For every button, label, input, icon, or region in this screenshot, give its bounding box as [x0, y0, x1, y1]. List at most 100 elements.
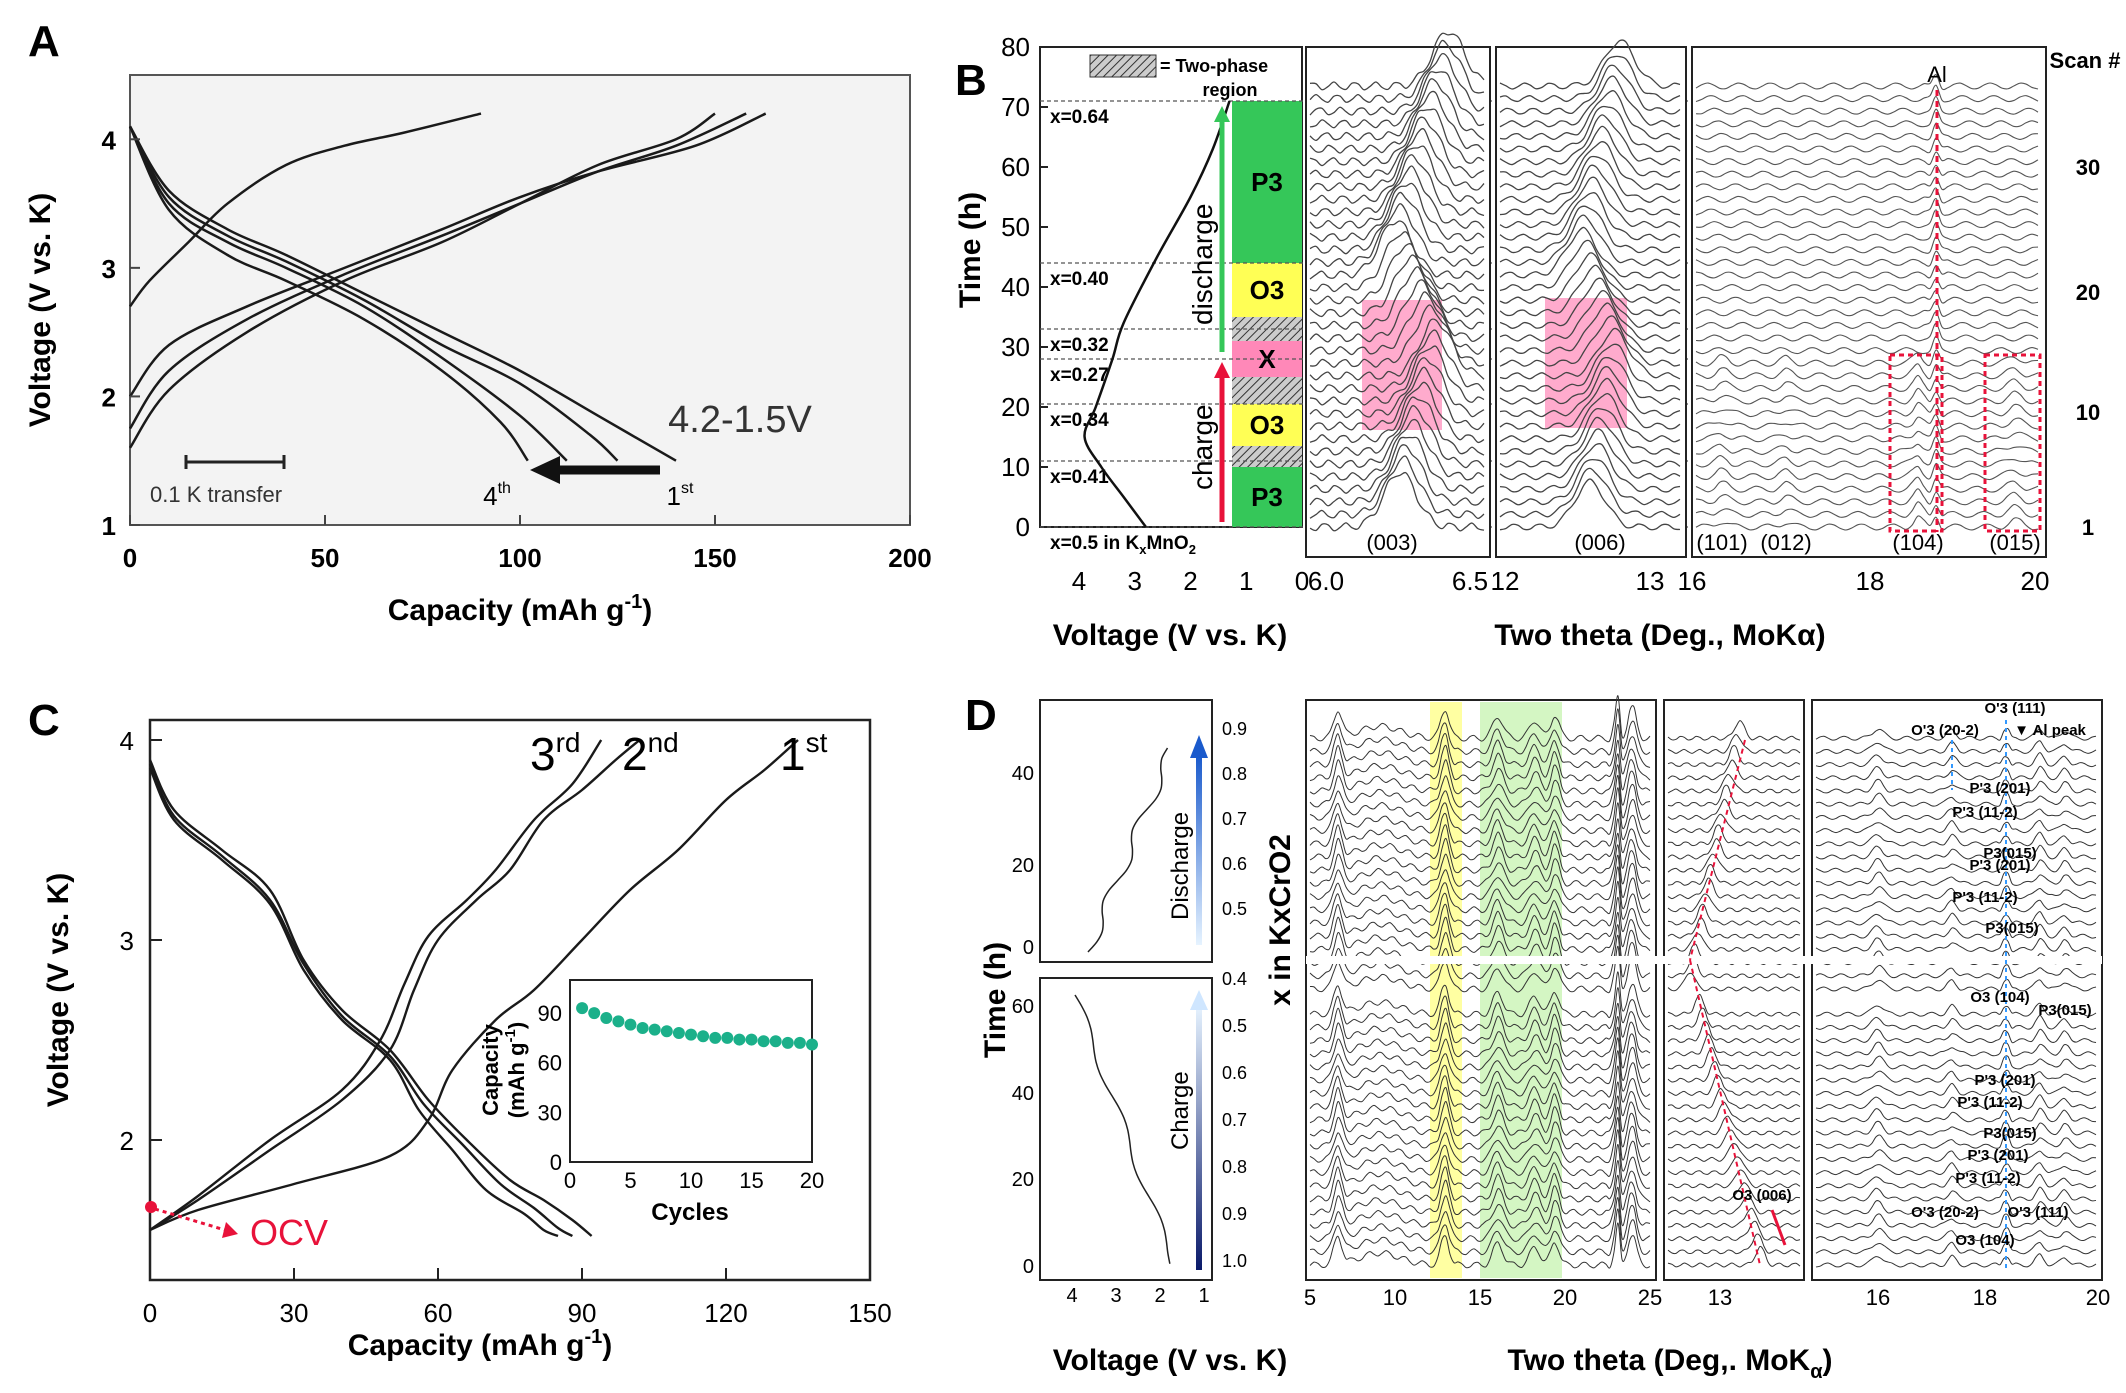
pattern-b3-28 — [1695, 164, 2039, 178]
panel-label-d: D — [965, 691, 997, 740]
pattern-d1-7 — [1309, 1129, 1651, 1177]
pattern-d2-0 — [1667, 1245, 1801, 1268]
phase-label-0: P3 — [1251, 482, 1283, 512]
inset-point-5 — [636, 1021, 649, 1034]
discharge-arrow-head — [1214, 106, 1230, 122]
pattern-d2-11 — [1667, 1101, 1801, 1123]
pattern-d2-10 — [1667, 1115, 1801, 1136]
series-a-5 — [128, 112, 747, 430]
inset-point-16 — [769, 1035, 782, 1048]
charge-axes — [1039, 977, 1213, 1281]
inset-point-10 — [697, 1030, 710, 1043]
pattern-d1-26 — [1309, 866, 1651, 915]
two-phase-legend-line2: region — [1202, 80, 1257, 100]
xrd-patterns — [1309, 32, 2039, 532]
pattern-b1-15 — [1309, 279, 1485, 343]
composition-label-1: x=0.40 — [1050, 269, 1109, 290]
peak-label-o3-006: O3 (006) — [1732, 1187, 1791, 1204]
pattern-d2-15 — [1667, 1047, 1801, 1070]
pattern-d1-25 — [1309, 880, 1651, 927]
panel-a-range-label: 4.2-1.5V — [668, 399, 812, 441]
pattern-b3-30 — [1695, 137, 2039, 154]
panel-c-series — [148, 739, 799, 1238]
pattern-b2-20 — [1499, 226, 1681, 279]
pattern-d3-30 — [1815, 844, 2097, 860]
panel-c-xlabel: Capacity (mAh g-1) — [348, 1326, 613, 1362]
xtick-b3-1: 18 — [1856, 566, 1885, 596]
pattern-b3-13 — [1695, 349, 2039, 367]
pattern-d2-14 — [1667, 1061, 1801, 1083]
pattern-b1-21 — [1309, 203, 1485, 268]
xrd-d-subplot-3 — [1811, 699, 2103, 1281]
voltage-tick-b-4: 0 — [1295, 566, 1309, 596]
pattern-b2-28 — [1499, 125, 1681, 178]
inset-point-3 — [612, 1015, 625, 1028]
ytick-b-0: 0 — [1016, 512, 1030, 542]
pattern-d1-9 — [1309, 1106, 1651, 1150]
phase-p3-0 — [1232, 467, 1302, 527]
xtick-c-3: 90 — [568, 1298, 597, 1328]
pattern-d1-8 — [1309, 1117, 1651, 1164]
pattern-d2-5 — [1667, 1182, 1801, 1202]
pattern-b1-29 — [1309, 108, 1485, 167]
xtick-c-4: 120 — [704, 1298, 747, 1328]
pattern-d1-33 — [1309, 775, 1651, 822]
inset-ylabel: Capacity — [478, 1023, 503, 1115]
x-value-top-0: 0.9 — [1222, 719, 1247, 739]
pattern-b2-4 — [1499, 428, 1681, 481]
pattern-d3-13 — [1815, 1082, 2097, 1096]
pattern-b2-30 — [1499, 105, 1681, 153]
pattern-d1-12 — [1309, 1065, 1651, 1111]
pattern-b3-17 — [1695, 300, 2039, 317]
pattern-d2-28 — [1667, 864, 1801, 886]
pattern-d3-2 — [1815, 1227, 2097, 1242]
xtick-c-1: 30 — [280, 1298, 309, 1328]
ocv-point — [145, 1201, 157, 1213]
pattern-d1-11 — [1309, 1081, 1651, 1124]
inset-axes — [569, 979, 813, 1163]
peak-label-d-3: P'3 (201) — [1969, 780, 2030, 797]
xtick-d3-1: 18 — [1973, 1285, 1997, 1310]
inset-xtick-4: 20 — [800, 1168, 824, 1193]
pattern-b2-19 — [1499, 239, 1681, 292]
scan-tick-30: 30 — [2076, 155, 2100, 180]
pattern-b2-26 — [1499, 155, 1681, 204]
pattern-b1-14 — [1309, 291, 1485, 356]
peak-label-d-6: P'3 (201) — [1969, 857, 2030, 874]
ytick-d-bot-1: 20 — [1012, 1169, 1034, 1191]
xrd-subplot-3 — [1691, 46, 2047, 558]
pattern-d1-6 — [1309, 1143, 1651, 1190]
pattern-b3-8 — [1695, 414, 2039, 431]
inset-point-17 — [781, 1036, 794, 1049]
scan-label: Scan # — [2050, 48, 2121, 73]
pattern-b3-29 — [1695, 151, 2039, 166]
pattern-d2-27 — [1667, 877, 1801, 900]
panel-d-xlabel-right: Two theta (Deg,. MoKα) — [1507, 1344, 1832, 1383]
pattern-d1-36 — [1309, 739, 1651, 782]
peak-label-d-12: P'3 (11-2) — [1957, 1094, 2022, 1111]
peak-label-d-4: P'3 (11-2) — [1952, 804, 2017, 821]
pattern-b1-26 — [1309, 145, 1485, 204]
inset-point-14 — [745, 1033, 758, 1046]
pattern-d2-13 — [1667, 1074, 1801, 1096]
peak-101: (101) — [1696, 530, 1747, 555]
ytick-b-1: 10 — [1001, 452, 1030, 482]
pattern-b3-18 — [1695, 289, 2039, 304]
pattern-b3-34 — [1695, 84, 2039, 103]
phase-label-4: P3 — [1251, 167, 1283, 197]
xtick-d-volt-3: 1 — [1198, 1285, 1209, 1307]
pattern-d3-18 — [1815, 1014, 2097, 1030]
pattern-b3-3 — [1695, 476, 2039, 493]
panel-a-ylabel: Voltage (V vs. K) — [24, 193, 57, 428]
ytick-c-0: 2 — [120, 1126, 134, 1156]
pattern-d1-35 — [1309, 753, 1651, 795]
ytick-b-4: 40 — [1001, 272, 1030, 302]
inset-ytick-1: 30 — [538, 1100, 562, 1125]
charge-curve — [1074, 994, 1171, 1264]
ocv-arrow-head — [222, 1222, 238, 1238]
panel-label-a: A — [28, 17, 60, 66]
pattern-b1-32 — [1309, 71, 1485, 129]
pattern-d3-28 — [1815, 871, 2097, 886]
pattern-b3-19 — [1695, 278, 2039, 292]
